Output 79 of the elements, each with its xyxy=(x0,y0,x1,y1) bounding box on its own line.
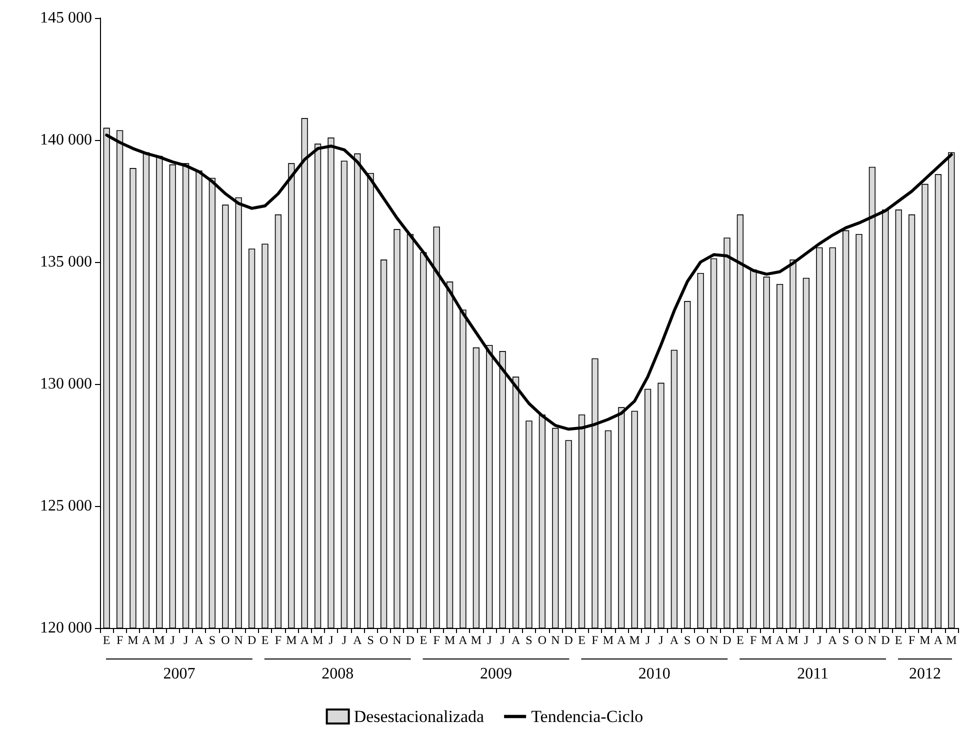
y-tick-label: 140 000 xyxy=(40,132,92,148)
x-tick-label: E xyxy=(736,633,744,647)
x-tick-label: J xyxy=(170,633,176,647)
text: 2009 xyxy=(480,666,512,682)
x-tick-label: A xyxy=(353,633,362,647)
text: 2011 xyxy=(797,666,829,682)
x-tick-label: S xyxy=(367,633,374,647)
x-tick-label: S xyxy=(526,633,532,647)
x-tick-label: F xyxy=(908,633,916,647)
x-tick-label: J xyxy=(328,633,334,647)
x-tick-label: F xyxy=(116,633,124,647)
x-tick-label: O xyxy=(538,633,547,647)
x-tick-label: D xyxy=(881,633,890,647)
x-tick-label: F xyxy=(592,633,599,647)
x-tick-label: A xyxy=(142,633,151,647)
x-tick-label: N xyxy=(551,633,560,647)
x-tick-label: F xyxy=(433,633,440,647)
text: 2012 xyxy=(909,666,941,682)
text: 2010 xyxy=(638,666,670,682)
y-tick-label: 145 000 xyxy=(40,10,92,26)
x-tick-label: S xyxy=(842,633,850,647)
x-tick-label: M xyxy=(920,633,931,647)
x-tick-label: D xyxy=(564,633,574,647)
x-tick-label: M xyxy=(946,633,958,647)
x-tick-label: M xyxy=(286,633,298,647)
x-tick-label: J xyxy=(645,633,650,647)
x-tick-label: M xyxy=(761,633,772,647)
x-tick-label: N xyxy=(868,633,877,647)
x-tick-label: J xyxy=(487,633,492,647)
legend-label: Desestacionalizada xyxy=(354,707,485,726)
text: 2008 xyxy=(322,666,354,682)
x-tick-label: M xyxy=(602,633,614,647)
x-tick-label: O xyxy=(854,633,864,647)
x-tick-label: J xyxy=(817,633,822,647)
x-tick-label: O xyxy=(221,633,230,647)
x-tick-label: D xyxy=(247,633,256,647)
x-tick-label: O xyxy=(379,633,388,647)
x-tick-label: J xyxy=(804,633,809,647)
y-tick-label: 125 000 xyxy=(40,498,92,514)
x-tick-label: S xyxy=(684,633,691,647)
x-tick-label: M xyxy=(312,633,324,647)
x-tick-label: F xyxy=(750,633,758,647)
x-tick-label: A xyxy=(828,633,838,647)
x-tick-label: J xyxy=(183,633,188,647)
x-tick-label: A xyxy=(775,633,784,647)
y-tick-label: 135 000 xyxy=(40,254,92,270)
x-tick-label: M xyxy=(788,633,799,647)
x-tick-label: J xyxy=(658,633,664,647)
x-tick-label: N xyxy=(709,633,718,647)
x-tick-label: E xyxy=(102,633,110,647)
x-tick-label: A xyxy=(934,633,943,647)
text: 2007 xyxy=(163,666,196,682)
x-tick-label: J xyxy=(342,633,347,647)
x-tick-label: M xyxy=(128,633,139,647)
x-tick-label: N xyxy=(234,633,244,647)
x-tick-label: A xyxy=(458,633,468,647)
x-tick-label: N xyxy=(392,633,402,647)
x-tick-label: E xyxy=(894,633,902,647)
x-tick-label: A xyxy=(617,633,626,647)
x-tick-label: E xyxy=(578,633,586,647)
x-tick-label: A xyxy=(511,633,520,647)
x-tick-label: A xyxy=(670,633,679,647)
x-tick-label: D xyxy=(406,633,415,647)
x-tick-label: A xyxy=(194,633,204,647)
x-tick-label: M xyxy=(470,633,482,647)
y-tick-label: 120 000 xyxy=(40,620,92,636)
x-tick-label: D xyxy=(722,633,732,647)
x-tick-label: S xyxy=(208,633,216,647)
y-tick-label: 130 000 xyxy=(40,376,92,392)
legend-label: Tendencia-Ciclo xyxy=(531,707,644,726)
x-tick-label: O xyxy=(696,633,706,647)
x-tick-label: M xyxy=(444,633,456,647)
x-tick-label: E xyxy=(261,633,269,647)
x-tick-label: M xyxy=(629,633,640,647)
x-tick-label: M xyxy=(154,633,166,647)
x-tick-label: F xyxy=(274,633,282,647)
x-tick-label: A xyxy=(300,633,310,647)
x-tick-label: E xyxy=(420,633,428,647)
x-tick-label: J xyxy=(500,633,506,647)
